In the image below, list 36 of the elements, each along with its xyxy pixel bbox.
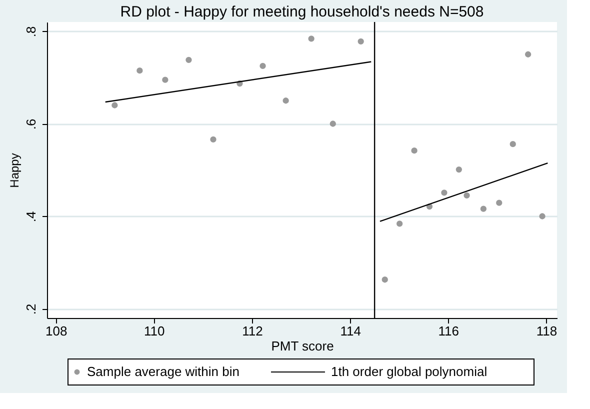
point bbox=[396, 220, 403, 227]
legend-label: 1th order global polynomial bbox=[331, 364, 488, 379]
x-tick-label: 108 bbox=[45, 324, 68, 338]
y-tick-label: .8 bbox=[24, 26, 38, 38]
y-tick-label: .4 bbox=[24, 211, 38, 222]
point bbox=[411, 148, 418, 154]
point bbox=[136, 67, 143, 74]
x-axis-title: PMT score bbox=[271, 338, 334, 354]
x-tick-label: 110 bbox=[144, 324, 165, 338]
point bbox=[330, 120, 336, 127]
point bbox=[308, 36, 314, 42]
y-axis-title: Happy bbox=[8, 153, 22, 188]
point bbox=[441, 190, 448, 196]
point bbox=[539, 213, 546, 220]
point bbox=[524, 51, 532, 58]
chart-title: RD plot - Happy for meeting household's needs N=508 bbox=[120, 3, 484, 20]
point bbox=[510, 141, 516, 148]
y-tick-label: .2 bbox=[24, 304, 38, 315]
point bbox=[260, 62, 266, 70]
point bbox=[210, 136, 216, 143]
point bbox=[162, 76, 168, 83]
x-tick-label: 118 bbox=[536, 324, 558, 338]
point bbox=[382, 276, 388, 283]
point bbox=[464, 192, 470, 199]
point bbox=[282, 98, 289, 104]
point bbox=[112, 102, 118, 108]
point bbox=[186, 56, 192, 63]
point bbox=[480, 206, 487, 212]
x-tick-label: 114 bbox=[340, 324, 361, 338]
legend-label: Sample average within bin bbox=[87, 364, 240, 379]
point bbox=[456, 166, 462, 173]
point bbox=[496, 200, 502, 206]
x-tick-label: 112 bbox=[242, 324, 263, 338]
point bbox=[358, 38, 364, 44]
y-tick-label: .6 bbox=[24, 118, 38, 130]
x-tick-label: 116 bbox=[438, 324, 459, 338]
